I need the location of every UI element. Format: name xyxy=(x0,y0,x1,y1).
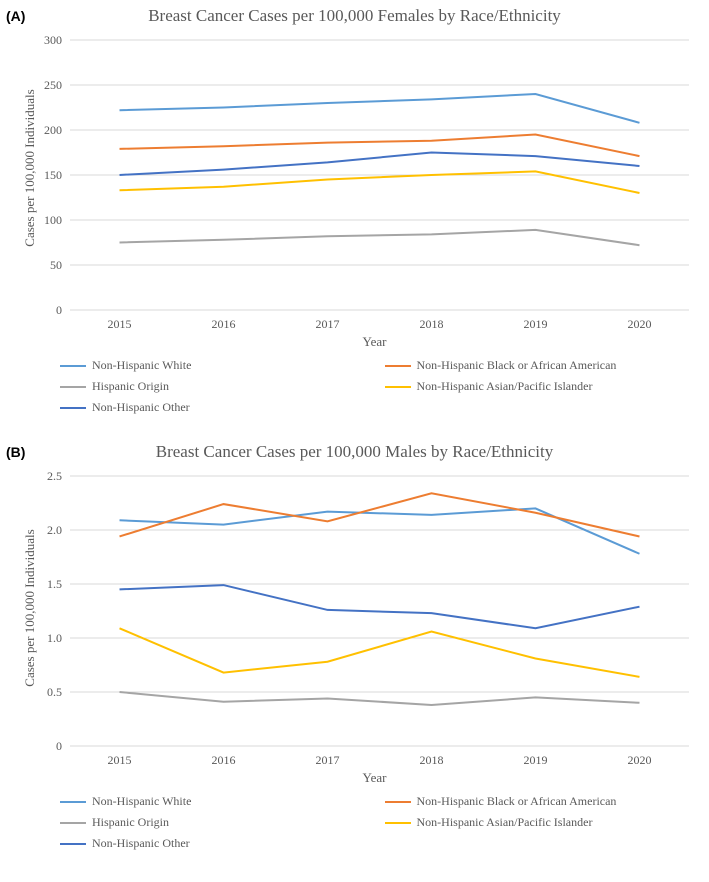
legend-swatch xyxy=(60,386,86,388)
legend-swatch xyxy=(385,365,411,367)
legend-label: Non-Hispanic Black or African American xyxy=(417,794,617,809)
figure-container: (A) Breast Cancer Cases per 100,000 Fema… xyxy=(0,0,709,882)
legend-label: Non-Hispanic Asian/Pacific Islander xyxy=(417,815,593,830)
svg-text:2020: 2020 xyxy=(627,753,651,767)
legend-swatch xyxy=(385,822,411,824)
legend-swatch xyxy=(60,843,86,845)
legend-label: Hispanic Origin xyxy=(92,379,169,394)
svg-text:300: 300 xyxy=(44,33,62,47)
svg-text:2015: 2015 xyxy=(108,317,132,331)
svg-text:1.0: 1.0 xyxy=(47,631,62,645)
svg-text:0: 0 xyxy=(56,303,62,317)
panel-b: (B) Breast Cancer Cases per 100,000 Male… xyxy=(0,440,709,882)
svg-text:2018: 2018 xyxy=(419,753,443,767)
panel-a-chart: 0 50 100 150 200 250 300 2015 2016 2017 2018 2019 20… xyxy=(0,30,709,340)
legend-label: Non-Hispanic White xyxy=(92,794,191,809)
svg-text:150: 150 xyxy=(44,168,62,182)
panel-a-ylabel: Cases per 100,000 Individuals xyxy=(22,68,38,268)
legend-item: Non-Hispanic Black or African American xyxy=(385,358,690,373)
svg-text:0: 0 xyxy=(56,739,62,753)
svg-text:0.5: 0.5 xyxy=(47,685,62,699)
svg-text:2018: 2018 xyxy=(419,317,443,331)
legend-swatch xyxy=(60,801,86,803)
panel-b-title: Breast Cancer Cases per 100,000 Males by… xyxy=(0,440,709,462)
panel-a-label: (A) xyxy=(6,8,25,24)
legend-label: Non-Hispanic Other xyxy=(92,400,190,415)
svg-text:200: 200 xyxy=(44,123,62,137)
panel-b-ylabel: Cases per 100,000 Individuals xyxy=(22,508,38,708)
panel-b-label: (B) xyxy=(6,444,25,460)
legend-swatch xyxy=(385,386,411,388)
panel-a-legend: Non-Hispanic White Non-Hispanic Black or … xyxy=(0,350,709,431)
legend-item: Hispanic Origin xyxy=(60,379,365,394)
svg-text:2015: 2015 xyxy=(108,753,132,767)
svg-text:2016: 2016 xyxy=(212,753,236,767)
legend-item: Non-Hispanic Other xyxy=(60,836,365,851)
panel-b-legend: Non-Hispanic White Non-Hispanic Black or … xyxy=(0,786,709,867)
panel-b-xlabel: Year xyxy=(0,770,709,786)
svg-text:250: 250 xyxy=(44,78,62,92)
legend-swatch xyxy=(60,365,86,367)
svg-text:2017: 2017 xyxy=(316,753,340,767)
svg-text:2017: 2017 xyxy=(316,317,340,331)
panel-a-xlabel: Year xyxy=(0,334,709,350)
legend-label: Non-Hispanic Black or African American xyxy=(417,358,617,373)
legend-swatch xyxy=(60,822,86,824)
legend-swatch xyxy=(385,801,411,803)
svg-text:2016: 2016 xyxy=(212,317,236,331)
svg-text:2019: 2019 xyxy=(523,317,547,331)
svg-text:50: 50 xyxy=(50,258,62,272)
legend-label: Non-Hispanic Asian/Pacific Islander xyxy=(417,379,593,394)
legend-item: Non-Hispanic Asian/Pacific Islander xyxy=(385,815,690,830)
legend-item: Non-Hispanic Asian/Pacific Islander xyxy=(385,379,690,394)
svg-text:2019: 2019 xyxy=(523,753,547,767)
legend-label: Non-Hispanic Other xyxy=(92,836,190,851)
panel-a: (A) Breast Cancer Cases per 100,000 Fema… xyxy=(0,0,709,440)
legend-item: Non-Hispanic White xyxy=(60,358,365,373)
panel-a-title: Breast Cancer Cases per 100,000 Females … xyxy=(0,0,709,26)
svg-text:1.5: 1.5 xyxy=(47,577,62,591)
svg-text:2020: 2020 xyxy=(627,317,651,331)
legend-label: Non-Hispanic White xyxy=(92,358,191,373)
legend-item: Hispanic Origin xyxy=(60,815,365,830)
svg-text:2.5: 2.5 xyxy=(47,469,62,483)
panel-b-chart: 0 0.5 1.0 1.5 2.0 2.5 2015 2016 2017 2018 2019 2020 xyxy=(0,466,709,776)
legend-item: Non-Hispanic Other xyxy=(60,400,365,415)
legend-item: Non-Hispanic Black or African American xyxy=(385,794,690,809)
legend-item: Non-Hispanic White xyxy=(60,794,365,809)
svg-text:100: 100 xyxy=(44,213,62,227)
svg-text:2.0: 2.0 xyxy=(47,523,62,537)
legend-label: Hispanic Origin xyxy=(92,815,169,830)
legend-swatch xyxy=(60,407,86,409)
